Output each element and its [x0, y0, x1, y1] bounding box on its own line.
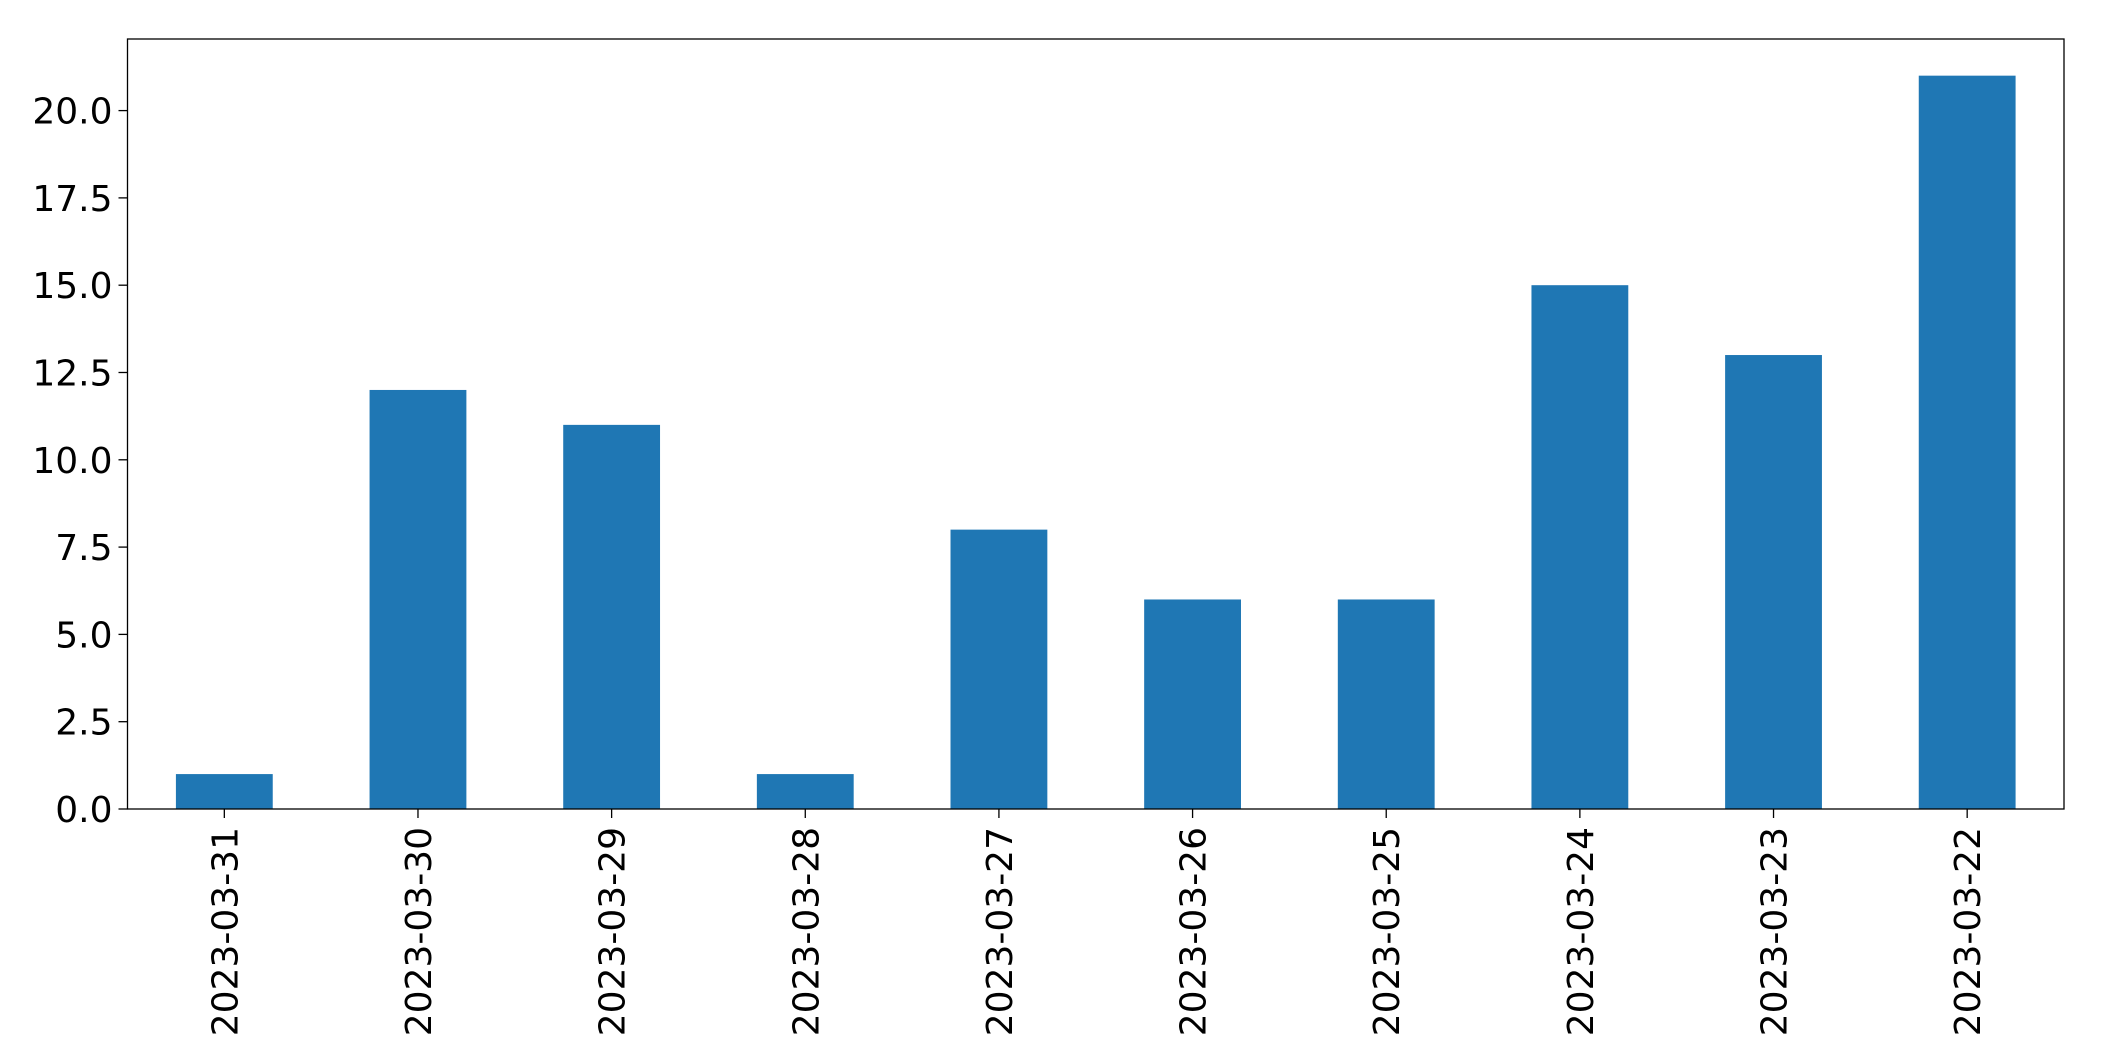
- bar: [563, 424, 661, 809]
- plot-frame: [126, 38, 2065, 810]
- x-tick-label: 2023-03-26: [1174, 827, 1215, 1036]
- y-tick-label: 2.5: [55, 703, 112, 744]
- bar: [1337, 599, 1435, 809]
- bar: [1531, 285, 1629, 809]
- x-tick-label: 2023-03-28: [786, 827, 827, 1036]
- bar: [1144, 599, 1241, 809]
- bar: [1725, 355, 1822, 809]
- x-tick-label: 2023-03-30: [399, 827, 440, 1036]
- x-tick-label: 2023-03-27: [980, 827, 1021, 1036]
- y-tick-label: 15.0: [32, 266, 112, 307]
- y-tick-label: 20.0: [32, 92, 112, 133]
- bar: [175, 774, 273, 809]
- bar: [369, 389, 467, 809]
- y-tick-label: 5.0: [55, 615, 112, 656]
- y-tick-label: 12.5: [32, 353, 112, 394]
- y-tick-label: 10.0: [32, 441, 112, 482]
- y-tick-label: 17.5: [32, 179, 112, 220]
- y-tick-label: 7.5: [55, 528, 112, 569]
- bar: [1918, 75, 2016, 809]
- y-tick-label: 0.0: [55, 790, 112, 831]
- x-tick-label: 2023-03-24: [1561, 827, 1602, 1036]
- x-tick-label: 2023-03-23: [1755, 827, 1796, 1036]
- x-tick-label: 2023-03-31: [205, 827, 246, 1036]
- x-tick-label: 2023-03-22: [1948, 827, 1989, 1036]
- bar: [756, 774, 854, 809]
- x-tick-label: 2023-03-25: [1367, 827, 1408, 1036]
- bar: [950, 529, 1048, 809]
- x-tick-label: 2023-03-29: [593, 827, 634, 1036]
